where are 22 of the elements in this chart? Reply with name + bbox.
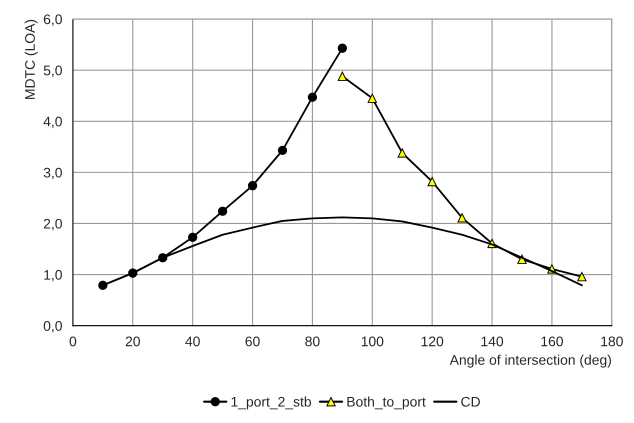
x-tick-label: 120 bbox=[422, 336, 444, 346]
y-axis-title: MDTC (LOA) bbox=[24, 20, 38, 99]
y-tick-label: 4,0 bbox=[44, 116, 62, 128]
x-axis-title: Angle of intersection (deg) bbox=[450, 354, 611, 368]
legend-label: 1_port_2_stb bbox=[232, 396, 311, 410]
y-tick-label: 2,0 bbox=[44, 218, 62, 230]
x-tick-label: 160 bbox=[541, 336, 563, 346]
x-tick-label: 100 bbox=[362, 336, 384, 346]
legend-label: Both_to_port bbox=[347, 396, 426, 410]
x-tick-label: 180 bbox=[601, 336, 623, 346]
x-tick-label: 40 bbox=[185, 336, 200, 346]
x-tick-label: 60 bbox=[246, 336, 260, 346]
legend-label: CD bbox=[461, 396, 480, 407]
y-tick-label: 3,0 bbox=[44, 168, 62, 180]
x-tick-label: 20 bbox=[126, 336, 140, 346]
x-tick-label: 140 bbox=[482, 336, 504, 346]
x-tick-label: 80 bbox=[305, 336, 320, 346]
y-tick-label: 6,0 bbox=[44, 14, 62, 26]
y-tick-label: 5,0 bbox=[44, 65, 62, 77]
y-tick-label: 1,0 bbox=[44, 270, 62, 282]
x-tick-label: 0 bbox=[70, 336, 76, 346]
y-tick-label: 0,0 bbox=[44, 321, 62, 333]
